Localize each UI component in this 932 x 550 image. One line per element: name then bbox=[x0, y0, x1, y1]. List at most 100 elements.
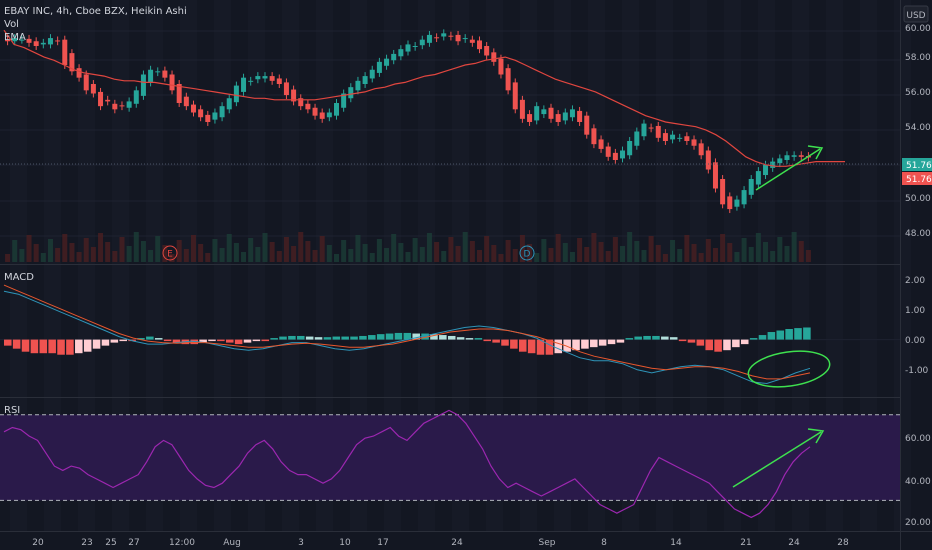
volume-bar bbox=[805, 250, 811, 262]
session-stripe bbox=[78, 0, 95, 531]
macd-histogram-bar bbox=[243, 339, 252, 343]
session-stripe bbox=[10, 0, 27, 531]
candle-body bbox=[412, 46, 418, 47]
candle-body bbox=[577, 110, 583, 122]
macd-histogram-bar bbox=[350, 336, 358, 340]
candle-body bbox=[40, 42, 46, 45]
last-price-green: 51.76 bbox=[906, 161, 932, 171]
rsi-tick: 40.00 bbox=[905, 477, 931, 487]
volume-bar bbox=[712, 248, 718, 262]
volume-bar bbox=[305, 241, 311, 262]
last-price-red: 51.76 bbox=[906, 175, 932, 185]
volume-bar bbox=[212, 239, 218, 262]
session-stripe bbox=[316, 0, 333, 531]
candle-body bbox=[684, 136, 690, 141]
price-tick: 48.00 bbox=[905, 229, 931, 239]
volume-bar bbox=[577, 238, 583, 262]
dividend-marker[interactable] bbox=[519, 245, 535, 261]
volume-bar bbox=[405, 252, 411, 262]
candle-body bbox=[641, 123, 647, 137]
session-stripe bbox=[792, 0, 809, 531]
candle-body bbox=[369, 69, 375, 79]
candle-body bbox=[448, 35, 454, 37]
candle-body bbox=[112, 103, 118, 110]
candle-body bbox=[119, 105, 125, 107]
volume-bar bbox=[362, 244, 368, 262]
volume-bar bbox=[798, 241, 804, 262]
candle-body bbox=[398, 49, 404, 57]
candle-body bbox=[519, 99, 525, 119]
volume-bar bbox=[620, 246, 626, 262]
candle-body bbox=[133, 90, 139, 104]
price-tick: 54.00 bbox=[905, 123, 931, 133]
rsi-axis: 60.00 40.00 20.00 bbox=[905, 434, 931, 528]
volume-bar bbox=[541, 239, 547, 262]
volume-bar bbox=[262, 233, 268, 262]
candle-body bbox=[620, 150, 626, 159]
volume-bar bbox=[133, 232, 139, 262]
candle-body bbox=[76, 68, 82, 78]
macd-histogram-bar bbox=[146, 336, 154, 340]
volume-bar bbox=[105, 242, 111, 262]
volume-bar bbox=[670, 240, 676, 262]
time-axis: 20 23 25 27 12:00 Aug 3 10 17 24 Sep 8 1… bbox=[32, 538, 849, 548]
candle-body bbox=[763, 164, 769, 176]
candle-body bbox=[777, 158, 783, 164]
macd-histogram-bar bbox=[57, 339, 65, 355]
macd-histogram-bar bbox=[803, 327, 811, 340]
candle-body bbox=[226, 98, 232, 110]
macd-histogram-bar bbox=[598, 339, 607, 346]
volume-bar bbox=[140, 241, 146, 262]
macd-histogram-bar bbox=[518, 339, 527, 352]
time-tick: 14 bbox=[670, 538, 682, 548]
candle-body bbox=[405, 44, 411, 52]
macd-histogram-bar bbox=[39, 339, 48, 354]
time-tick: 17 bbox=[377, 538, 388, 548]
session-stripe bbox=[214, 0, 231, 531]
volume-bar bbox=[40, 253, 46, 262]
volume-bar bbox=[183, 249, 189, 262]
session-stripe bbox=[384, 0, 401, 531]
macd-histogram-bar bbox=[794, 328, 802, 340]
time-tick: 25 bbox=[105, 538, 116, 548]
macd-histogram-bar bbox=[705, 339, 713, 351]
volume-bar bbox=[512, 249, 518, 262]
volume-bar bbox=[770, 251, 776, 262]
candle-body bbox=[655, 125, 661, 138]
ema-label: EMA bbox=[4, 32, 26, 43]
candle-body bbox=[105, 99, 111, 102]
time-tick: Aug bbox=[223, 538, 241, 548]
time-tick: 20 bbox=[32, 538, 44, 548]
volume-bar bbox=[162, 245, 168, 262]
macd-histogram-bar bbox=[456, 337, 465, 340]
macd-histogram-bar bbox=[172, 339, 181, 343]
candle-body bbox=[391, 53, 397, 61]
macd-histogram-bar bbox=[785, 329, 793, 340]
macd-histogram-bar bbox=[261, 339, 270, 342]
candle-body bbox=[527, 114, 533, 122]
time-tick: 24 bbox=[451, 538, 463, 548]
candle-body bbox=[47, 38, 53, 45]
session-stripe bbox=[554, 0, 571, 531]
macd-histogram-bar bbox=[634, 336, 642, 340]
volume-bar bbox=[298, 232, 304, 262]
volume-bar bbox=[198, 244, 204, 262]
price-axis: 60.00 58.00 56.00 54.00 50.00 48.00 bbox=[905, 24, 931, 239]
macd-histogram-bar bbox=[341, 336, 349, 340]
session-stripe bbox=[826, 0, 843, 531]
volume-bar bbox=[219, 248, 225, 262]
volume-bar bbox=[391, 234, 397, 262]
volume-bar bbox=[469, 241, 475, 262]
last-price-tag-green bbox=[902, 158, 932, 171]
volume-bar bbox=[348, 249, 354, 262]
earnings-marker[interactable] bbox=[162, 245, 178, 261]
volume-bar bbox=[662, 254, 668, 262]
currency-button[interactable] bbox=[903, 5, 929, 23]
volume-bar bbox=[26, 235, 32, 262]
volume-bar bbox=[777, 237, 783, 262]
macd-histogram-bar bbox=[616, 339, 625, 343]
candle-body bbox=[162, 70, 168, 78]
earnings-marker-label: E bbox=[167, 250, 173, 260]
rsi-line bbox=[3, 409, 811, 519]
macd-histogram-bar bbox=[527, 339, 536, 354]
